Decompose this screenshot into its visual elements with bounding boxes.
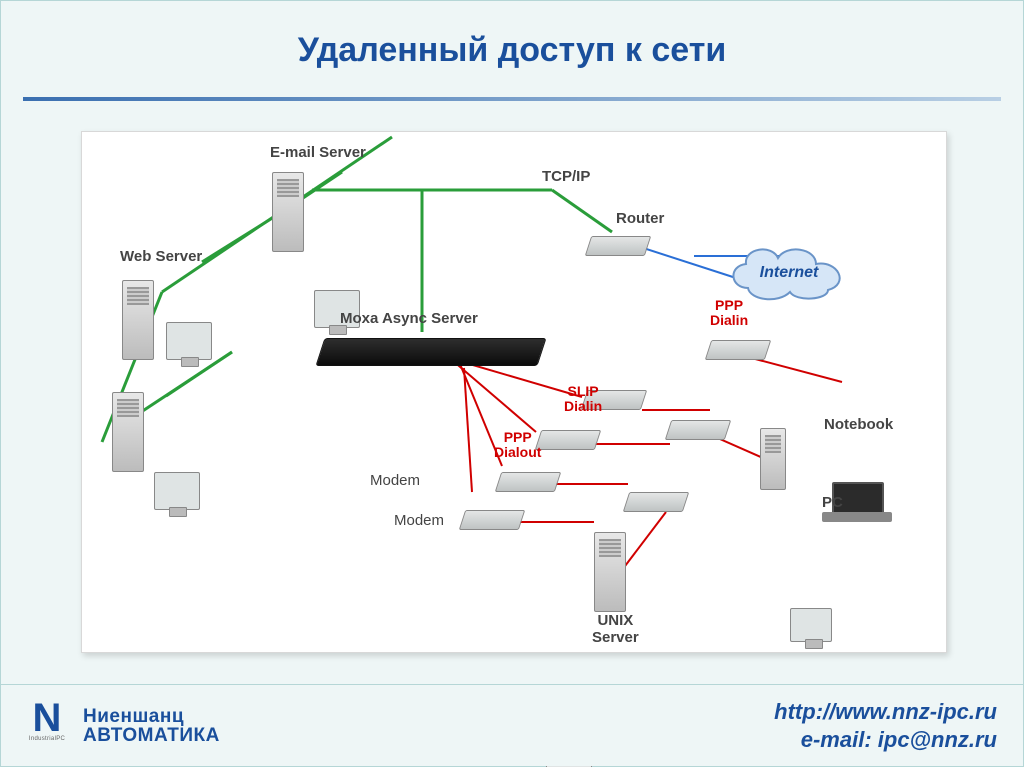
notebook-label: Notebook	[824, 416, 893, 433]
page-title: Удаленный доступ к сети	[1, 31, 1023, 70]
async-server-label: Moxa Async Server	[340, 310, 478, 327]
wires-svg	[82, 132, 946, 652]
modem1-label: Modem	[370, 472, 420, 489]
internet-label: Internet	[724, 264, 854, 282]
ppp-dialin-label: PPP Dialin	[710, 298, 748, 329]
modem-slip-b-icon	[665, 420, 731, 440]
ws2-monitor-icon	[154, 472, 200, 510]
async-server-icon	[315, 338, 546, 366]
slip-dialin-label: SLIP Dialin	[564, 384, 602, 415]
email-server-tower-icon	[272, 172, 304, 252]
web-server-label: Web Server	[120, 248, 202, 265]
ws2-tower-icon	[112, 392, 144, 472]
brand-line1: Ниеншанц	[83, 707, 220, 726]
brand-sub: IndustrialPC	[29, 736, 65, 742]
modem-slip-a-icon	[535, 430, 601, 450]
modem-ppp-in-b-icon	[705, 340, 771, 360]
modem-extra-icon	[459, 510, 525, 530]
title-rule	[23, 97, 1001, 101]
modem-ppp-out-b-icon	[623, 492, 689, 512]
pc-tower-icon	[760, 428, 786, 490]
pc-monitor-icon	[790, 608, 832, 642]
footer: N IndustrialPC Ниеншанц АВТОМАТИКА http:…	[1, 684, 1023, 766]
contact-block: http://www.nnz-ipc.ru e-mail: ipc@nnz.ru	[774, 698, 997, 753]
modem2-label: Modem	[394, 512, 444, 529]
tcpip-label: TCP/IP	[542, 168, 590, 185]
ppp-dialout-label: PPP Dialout	[494, 430, 541, 461]
web-server-monitor-icon	[166, 322, 212, 360]
brand-logo-icon: N IndustrialPC	[19, 700, 75, 752]
email-server-label: E-mail Server	[270, 144, 366, 161]
pc-label: PC	[822, 494, 843, 511]
contact-url: http://www.nnz-ipc.ru	[774, 698, 997, 726]
modem-ppp-out-a-icon	[495, 472, 561, 492]
contact-email: e-mail: ipc@nnz.ru	[774, 726, 997, 754]
web-server-tower-icon	[122, 280, 154, 360]
network-diagram: Web Server E-mail Server TCP/IP Router I…	[81, 131, 947, 653]
unix-label: UNIX Server	[592, 612, 639, 646]
router-label: Router	[616, 210, 664, 227]
unix-tower-icon	[594, 532, 626, 612]
router-icon	[585, 236, 651, 256]
brand-line2: АВТОМАТИКА	[83, 726, 220, 745]
brand-block: N IndustrialPC Ниеншанц АВТОМАТИКА	[19, 700, 220, 752]
internet-cloud-icon: Internet	[724, 242, 854, 304]
